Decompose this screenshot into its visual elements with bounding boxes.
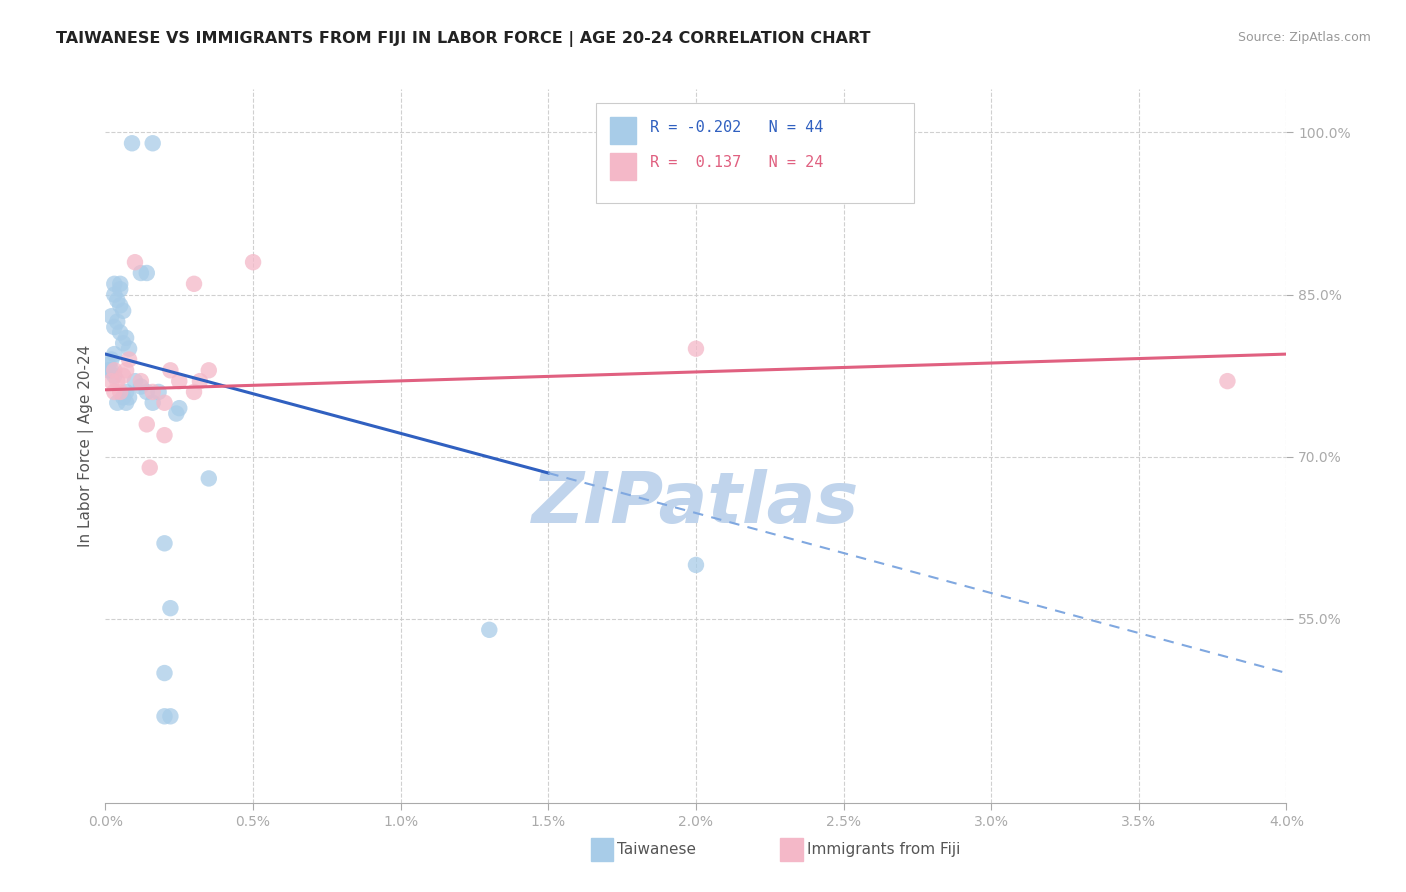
Point bbox=[197, 363, 219, 377]
Point bbox=[685, 558, 707, 572]
Point bbox=[169, 401, 191, 416]
Point bbox=[135, 417, 157, 432]
Point bbox=[169, 374, 191, 388]
Point bbox=[142, 396, 165, 410]
Point bbox=[153, 396, 176, 410]
Point bbox=[97, 363, 120, 377]
Point bbox=[153, 666, 176, 681]
Point bbox=[188, 374, 211, 388]
Point bbox=[112, 368, 135, 383]
Point bbox=[1216, 374, 1239, 388]
Point bbox=[129, 266, 152, 280]
Point bbox=[159, 363, 181, 377]
Point bbox=[118, 390, 141, 404]
Point bbox=[183, 277, 205, 291]
Text: R = -0.202   N = 44: R = -0.202 N = 44 bbox=[650, 120, 824, 135]
Point bbox=[118, 342, 141, 356]
Point bbox=[197, 471, 219, 485]
Point bbox=[153, 536, 176, 550]
Point bbox=[105, 315, 128, 329]
Point bbox=[100, 310, 122, 324]
Point bbox=[103, 368, 125, 383]
Point bbox=[153, 428, 176, 442]
Text: R =  0.137   N = 24: R = 0.137 N = 24 bbox=[650, 155, 824, 170]
Point bbox=[100, 374, 122, 388]
Point bbox=[112, 336, 135, 351]
Point bbox=[103, 277, 125, 291]
Point bbox=[165, 407, 187, 421]
Point bbox=[112, 390, 135, 404]
Text: TAIWANESE VS IMMIGRANTS FROM FIJI IN LABOR FORCE | AGE 20-24 CORRELATION CHART: TAIWANESE VS IMMIGRANTS FROM FIJI IN LAB… bbox=[56, 31, 870, 47]
Point bbox=[110, 282, 132, 296]
Point bbox=[112, 303, 135, 318]
Point bbox=[129, 374, 152, 388]
Point bbox=[478, 623, 501, 637]
Point bbox=[135, 384, 157, 399]
Point bbox=[242, 255, 264, 269]
Y-axis label: In Labor Force | Age 20-24: In Labor Force | Age 20-24 bbox=[79, 345, 94, 547]
Point bbox=[115, 363, 138, 377]
Point bbox=[105, 374, 128, 388]
Point bbox=[110, 298, 132, 312]
Point bbox=[103, 320, 125, 334]
Point bbox=[103, 363, 125, 377]
Point bbox=[105, 396, 128, 410]
Text: ZIPatlas: ZIPatlas bbox=[533, 468, 859, 538]
Point bbox=[685, 342, 707, 356]
Point bbox=[115, 396, 138, 410]
Point bbox=[100, 363, 122, 377]
Point bbox=[138, 460, 162, 475]
Bar bbox=[610, 153, 636, 180]
FancyBboxPatch shape bbox=[596, 103, 914, 203]
Point bbox=[183, 384, 205, 399]
Point bbox=[110, 384, 132, 399]
Point bbox=[159, 601, 181, 615]
Point bbox=[100, 352, 122, 367]
Point bbox=[110, 277, 132, 291]
Point bbox=[129, 379, 152, 393]
Point bbox=[115, 331, 138, 345]
Point bbox=[97, 358, 120, 372]
Point bbox=[142, 384, 165, 399]
Point bbox=[103, 384, 125, 399]
Point bbox=[115, 384, 138, 399]
Bar bbox=[610, 117, 636, 145]
Text: Immigrants from Fiji: Immigrants from Fiji bbox=[807, 842, 960, 856]
Text: Source: ZipAtlas.com: Source: ZipAtlas.com bbox=[1237, 31, 1371, 45]
Point bbox=[159, 709, 181, 723]
Text: Taiwanese: Taiwanese bbox=[617, 842, 696, 856]
Point bbox=[148, 384, 170, 399]
Point bbox=[105, 293, 128, 307]
Point bbox=[103, 287, 125, 301]
Point bbox=[118, 352, 141, 367]
Point bbox=[142, 136, 165, 151]
Point bbox=[103, 347, 125, 361]
Point bbox=[153, 709, 176, 723]
Point bbox=[135, 266, 157, 280]
Point bbox=[110, 326, 132, 340]
Point bbox=[121, 136, 143, 151]
Point bbox=[124, 255, 146, 269]
Point bbox=[124, 374, 146, 388]
